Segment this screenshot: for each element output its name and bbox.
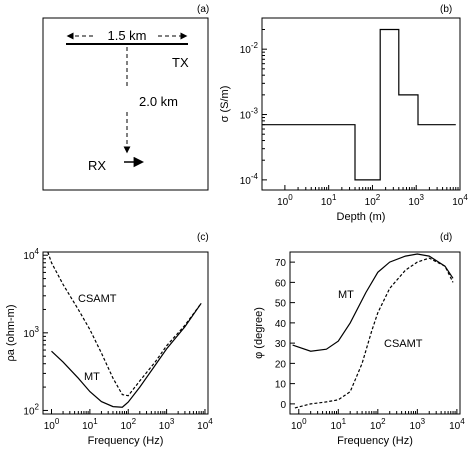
series-annotation: CSAMT <box>384 338 423 350</box>
y-axis-label: σ (S/m) <box>219 86 231 123</box>
x-tick-label: 102 <box>365 193 381 208</box>
y-axis-label: ρa (ohm-m) <box>5 305 17 362</box>
y-tick-label: 30 <box>275 339 287 350</box>
x-tick-label: 100 <box>44 417 60 432</box>
y-tick-label: 103 <box>23 325 39 340</box>
x-tick-label: 103 <box>159 417 175 432</box>
panel-a: 1.5 km TX 2.0 km RX <box>42 17 209 191</box>
x-tick-label: 100 <box>291 417 307 432</box>
x-tick-label: 104 <box>452 193 468 208</box>
y-tick-label: 40 <box>275 319 287 330</box>
rx-label: RX <box>88 158 106 173</box>
series-line-csamt <box>294 257 454 409</box>
series-line-mt <box>292 253 454 352</box>
panel-label-c: (c) <box>197 232 209 243</box>
length-label: 1.5 km <box>107 28 146 43</box>
x-tick-label: 101 <box>331 417 347 432</box>
offset-label: 2.0 km <box>139 94 178 109</box>
series-line-mt <box>51 302 202 408</box>
panel-a-frame <box>42 17 209 191</box>
x-tick-label: 104 <box>197 417 213 432</box>
panel-label-b: (b) <box>440 4 452 15</box>
series-annotation: MT <box>338 289 354 301</box>
x-axis-label: Depth (m) <box>337 211 386 223</box>
series-line <box>262 28 456 181</box>
panel-b: 100 101 102 103 104 10-4 10-3 10-2 Depth (m) σ (S… <box>219 17 468 223</box>
x-tick-label: 104 <box>449 417 465 432</box>
y-tick-label: 20 <box>275 359 287 370</box>
y-tick-label: 10-3 <box>240 107 259 122</box>
panel-label-d: (d) <box>440 232 452 243</box>
series-annotation: MT <box>84 371 100 383</box>
tx-label: TX <box>172 55 189 70</box>
y-tick-label: 50 <box>275 299 287 310</box>
y-tick-label: 102 <box>23 402 39 417</box>
y-tick-label: 104 <box>23 247 39 262</box>
y-tick-label: 60 <box>275 278 287 289</box>
panel-label-a: (a) <box>197 4 209 15</box>
panel-c: 100 101 102 103 104 102 103 104 Frequency (Hz) ρa… <box>5 247 213 447</box>
x-axis-label: Frequency (Hz) <box>88 435 164 447</box>
x-axis-label: Frequency (Hz) <box>337 435 413 447</box>
x-tick-label: 101 <box>82 417 98 432</box>
x-tick-label: 101 <box>321 193 337 208</box>
panel-d: 100 101 102 103 104 0 10 20 30 40 50 60 70 Frequency … <box>253 251 465 447</box>
y-tick-label: 70 <box>275 258 287 269</box>
y-tick-label: 10-4 <box>240 172 259 187</box>
series-line-csamt <box>47 251 202 397</box>
plot-frame <box>42 251 209 415</box>
y-tick-label: 10 <box>275 380 287 391</box>
x-tick-label: 100 <box>277 193 293 208</box>
x-tick-label: 102 <box>370 417 386 432</box>
x-tick-label: 103 <box>410 417 426 432</box>
y-tick-label: 0 <box>280 400 286 411</box>
plot-frame <box>289 251 461 415</box>
y-axis-label: φ (degree) <box>253 307 265 359</box>
series-annotation: CSAMT <box>78 293 117 305</box>
x-tick-label: 103 <box>408 193 424 208</box>
y-tick-label: 10-2 <box>240 41 259 56</box>
x-tick-label: 102 <box>120 417 136 432</box>
plot-frame <box>261 17 461 191</box>
